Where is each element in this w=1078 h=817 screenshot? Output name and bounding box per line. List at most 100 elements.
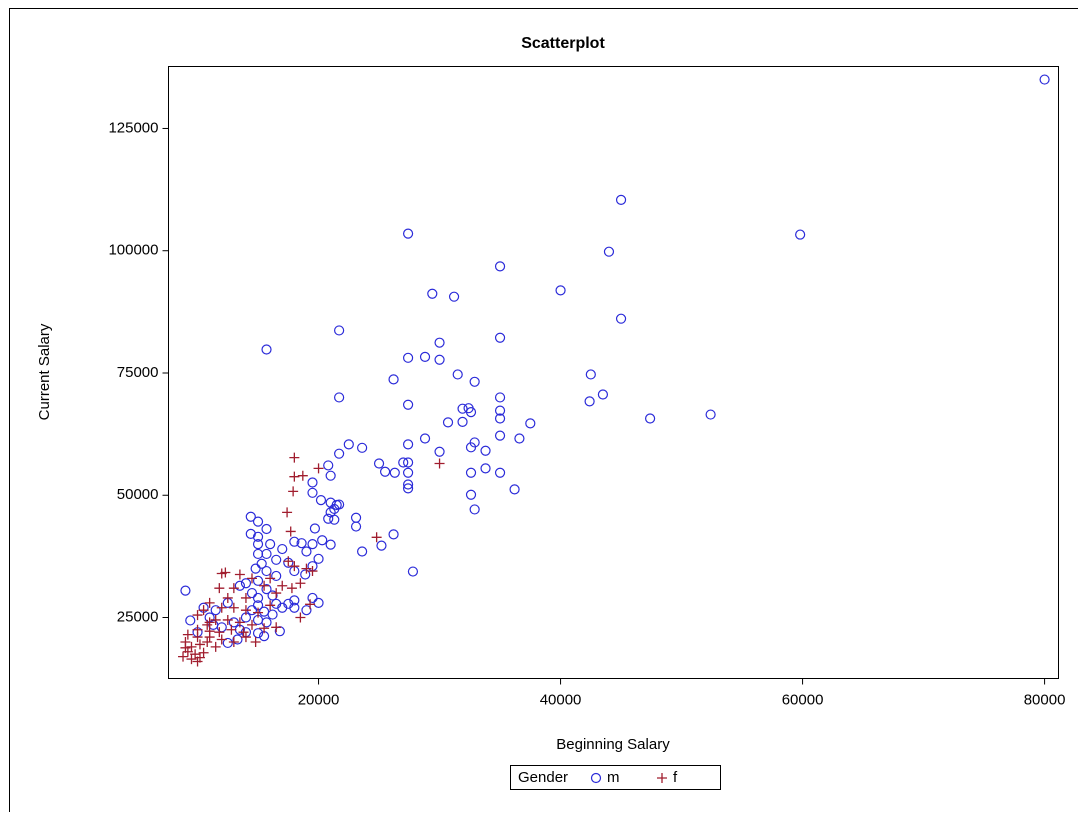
data-point — [247, 589, 256, 598]
data-point — [286, 526, 296, 536]
data-point — [254, 517, 263, 526]
data-point — [358, 547, 367, 556]
data-point — [389, 375, 398, 384]
data-point — [389, 530, 398, 539]
data-point — [205, 617, 215, 627]
legend-label: f — [673, 769, 678, 786]
data-point — [450, 292, 459, 301]
data-point — [301, 564, 311, 574]
data-point — [265, 573, 275, 583]
data-point — [324, 461, 333, 470]
data-point — [217, 603, 227, 613]
data-point — [217, 623, 226, 632]
data-point — [278, 545, 287, 554]
data-point — [295, 578, 305, 588]
data-point — [404, 400, 413, 409]
data-point — [241, 579, 250, 588]
data-point — [470, 505, 479, 514]
data-point — [335, 326, 344, 335]
y-tick-label: 75000 — [117, 364, 159, 381]
data-point — [408, 567, 417, 576]
x-tick-label: 60000 — [782, 691, 824, 708]
data-point — [181, 586, 190, 595]
data-point — [435, 355, 444, 364]
legend-marker — [592, 774, 601, 783]
data-point — [310, 524, 319, 533]
data-point — [288, 486, 298, 496]
data-point — [308, 478, 317, 487]
data-point — [481, 464, 490, 473]
data-point — [556, 286, 565, 295]
data-point — [377, 541, 386, 550]
data-point — [262, 524, 271, 533]
data-point — [277, 581, 287, 591]
data-point — [526, 419, 535, 428]
legend-label: m — [607, 769, 620, 786]
data-point — [259, 623, 269, 633]
data-point — [266, 540, 275, 549]
data-point — [390, 468, 399, 477]
data-point — [435, 338, 444, 347]
data-point — [352, 522, 361, 531]
data-point — [262, 618, 271, 627]
data-point — [298, 471, 308, 481]
data-point — [260, 607, 269, 616]
y-axis-label: Current Salary — [36, 323, 53, 420]
data-point — [202, 637, 212, 647]
data-point — [183, 630, 193, 640]
y-tick-label: 100000 — [108, 242, 158, 259]
data-point — [617, 195, 626, 204]
data-point — [421, 434, 430, 443]
y-tick-label: 50000 — [117, 486, 159, 503]
data-point — [404, 353, 413, 362]
data-point — [335, 393, 344, 402]
data-point — [229, 637, 239, 647]
data-point — [381, 467, 390, 476]
data-point — [496, 333, 505, 342]
data-point — [308, 488, 317, 497]
data-point — [617, 314, 626, 323]
plot-area — [169, 67, 1059, 679]
data-point — [272, 555, 281, 564]
data-point — [586, 370, 595, 379]
x-tick-label: 20000 — [298, 691, 340, 708]
x-tick-label: 80000 — [1024, 691, 1066, 708]
data-point — [307, 566, 317, 576]
data-point — [1040, 75, 1049, 84]
data-point — [314, 463, 324, 473]
data-point — [344, 440, 353, 449]
data-point — [205, 626, 215, 636]
data-point — [496, 431, 505, 440]
data-point — [308, 540, 317, 549]
data-point — [458, 417, 467, 426]
data-point — [289, 453, 299, 463]
data-point — [271, 588, 281, 598]
y-tick-label: 25000 — [117, 608, 159, 625]
data-point — [289, 561, 299, 571]
data-point — [289, 472, 299, 482]
legend: Gender m f — [511, 766, 721, 790]
data-point — [247, 573, 257, 583]
data-point — [268, 610, 277, 619]
data-point — [318, 536, 327, 545]
data-point — [404, 468, 413, 477]
legend-marker — [657, 773, 667, 783]
data-point — [251, 564, 260, 573]
data-point — [272, 571, 281, 580]
data-point — [271, 622, 281, 632]
data-point — [229, 603, 239, 613]
data-point — [178, 652, 188, 662]
data-point — [235, 581, 244, 590]
data-point — [254, 576, 263, 585]
legend-title: Gender — [518, 769, 568, 786]
chart-title: Scatterplot — [521, 35, 605, 52]
data-point — [314, 598, 323, 607]
data-point — [235, 569, 245, 579]
data-point — [316, 496, 325, 505]
data-point — [253, 608, 263, 618]
data-point — [796, 230, 805, 239]
data-point — [251, 637, 261, 647]
data-point — [262, 549, 271, 558]
